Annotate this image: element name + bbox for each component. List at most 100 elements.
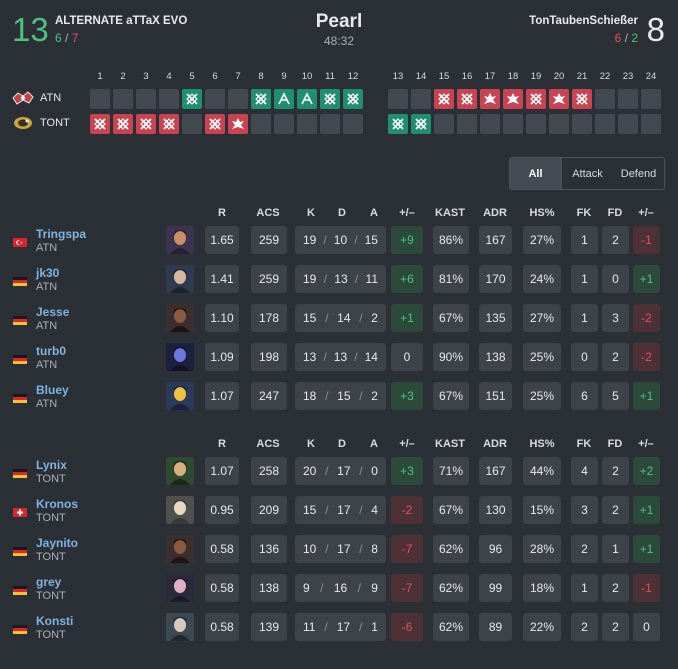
tab-attack[interactable]: Attack: [572, 167, 603, 180]
player-name[interactable]: Bluey: [36, 383, 69, 397]
round-cell[interactable]: [343, 89, 363, 109]
round-cell[interactable]: [228, 114, 248, 134]
column-header[interactable]: ADR: [483, 438, 507, 450]
round-cell[interactable]: [411, 89, 431, 109]
player-name[interactable]: Konsti: [36, 614, 74, 628]
round-cell[interactable]: [549, 114, 569, 134]
column-header[interactable]: +/–: [638, 207, 654, 219]
round-cell[interactable]: [320, 89, 340, 109]
column-header[interactable]: +/–: [399, 438, 415, 450]
column-header[interactable]: HS%: [529, 207, 555, 219]
column-header[interactable]: D: [338, 207, 346, 219]
round-cell[interactable]: [113, 89, 133, 109]
column-header[interactable]: FK: [576, 438, 592, 450]
round-cell[interactable]: [274, 114, 294, 134]
stat-r: 0.58: [205, 574, 239, 602]
round-cell[interactable]: [595, 114, 615, 134]
round-cell[interactable]: [480, 114, 500, 134]
round-cell[interactable]: [503, 89, 523, 109]
kda-cell: 10 / 17 / 8: [295, 535, 386, 563]
stat-hs: 24%: [523, 265, 561, 293]
column-header[interactable]: ADR: [483, 207, 507, 219]
round-cell[interactable]: [641, 114, 661, 134]
team1-name[interactable]: ALTERNATE aTTaX EVO: [55, 15, 188, 27]
round-cell[interactable]: [595, 89, 615, 109]
column-header[interactable]: HS%: [529, 438, 555, 450]
column-header[interactable]: +/–: [399, 207, 415, 219]
round-cell[interactable]: [90, 89, 110, 109]
round-cell[interactable]: [182, 114, 202, 134]
round-cell[interactable]: [205, 114, 225, 134]
column-header[interactable]: ACS: [256, 207, 280, 219]
round-cell[interactable]: [549, 89, 569, 109]
column-header[interactable]: ACS: [256, 438, 280, 450]
switzerland-flag: [13, 506, 27, 517]
agent-portrait: [166, 574, 194, 602]
column-header[interactable]: A: [370, 207, 378, 219]
round-cell[interactable]: [90, 114, 110, 134]
stat-r: 0.58: [205, 613, 239, 641]
round-cell[interactable]: [526, 89, 546, 109]
round-cell[interactable]: [503, 114, 523, 134]
round-cell[interactable]: [572, 89, 592, 109]
column-header[interactable]: +/–: [638, 438, 654, 450]
round-cell[interactable]: [343, 114, 363, 134]
player-name[interactable]: Jesse: [36, 305, 70, 319]
round-cell[interactable]: [388, 89, 408, 109]
round-cell[interactable]: [182, 89, 202, 109]
round-cell[interactable]: [480, 89, 500, 109]
column-header[interactable]: FD: [607, 207, 623, 219]
round-cell[interactable]: [251, 89, 271, 109]
stat-fpm: -2: [633, 304, 660, 332]
player-name[interactable]: grey: [36, 575, 62, 589]
kda-cell: 20 / 17 / 0: [295, 457, 386, 485]
column-header[interactable]: R: [218, 438, 226, 450]
stat-r: 1.10: [205, 304, 239, 332]
column-header[interactable]: FK: [576, 207, 592, 219]
stat-a: 9: [371, 581, 378, 595]
round-cell[interactable]: [618, 89, 638, 109]
round-cell[interactable]: [572, 114, 592, 134]
round-cell[interactable]: [457, 89, 477, 109]
agent-portrait: [166, 304, 194, 332]
column-header[interactable]: KAST: [435, 207, 465, 219]
round-cell[interactable]: [411, 114, 431, 134]
tab-defend[interactable]: Defend: [620, 167, 657, 180]
team2-name[interactable]: TonTaubenSchießer: [529, 15, 638, 27]
round-cell[interactable]: [159, 89, 179, 109]
round-cell[interactable]: [434, 114, 454, 134]
round-number: 19: [530, 71, 542, 82]
column-header[interactable]: K: [307, 207, 315, 219]
round-cell[interactable]: [205, 89, 225, 109]
round-cell[interactable]: [251, 114, 271, 134]
round-cell[interactable]: [320, 114, 340, 134]
round-cell[interactable]: [457, 114, 477, 134]
round-cell[interactable]: [297, 89, 317, 109]
player-name[interactable]: Jaynito: [36, 536, 79, 550]
round-cell[interactable]: [136, 114, 156, 134]
round-cell[interactable]: [297, 114, 317, 134]
player-name[interactable]: turb0: [36, 344, 66, 358]
round-cell[interactable]: [526, 114, 546, 134]
column-header[interactable]: R: [218, 207, 226, 219]
round-cell[interactable]: [618, 114, 638, 134]
round-cell[interactable]: [434, 89, 454, 109]
round-cell[interactable]: [641, 89, 661, 109]
column-header[interactable]: KAST: [435, 438, 465, 450]
player-name[interactable]: Lynix: [36, 458, 67, 472]
round-cell[interactable]: [136, 89, 156, 109]
round-cell[interactable]: [113, 114, 133, 134]
column-header[interactable]: D: [338, 438, 346, 450]
round-cell[interactable]: [228, 89, 248, 109]
player-name[interactable]: jk30: [36, 266, 60, 280]
kda-separator: /: [357, 581, 361, 595]
tab-all[interactable]: All: [510, 158, 562, 189]
player-name[interactable]: Tringspa: [36, 227, 87, 241]
player-name[interactable]: Kronos: [36, 497, 78, 511]
round-cell[interactable]: [159, 114, 179, 134]
round-cell[interactable]: [274, 89, 294, 109]
column-header[interactable]: FD: [607, 438, 623, 450]
column-header[interactable]: K: [307, 438, 315, 450]
column-header[interactable]: A: [370, 438, 378, 450]
round-cell[interactable]: [388, 114, 408, 134]
